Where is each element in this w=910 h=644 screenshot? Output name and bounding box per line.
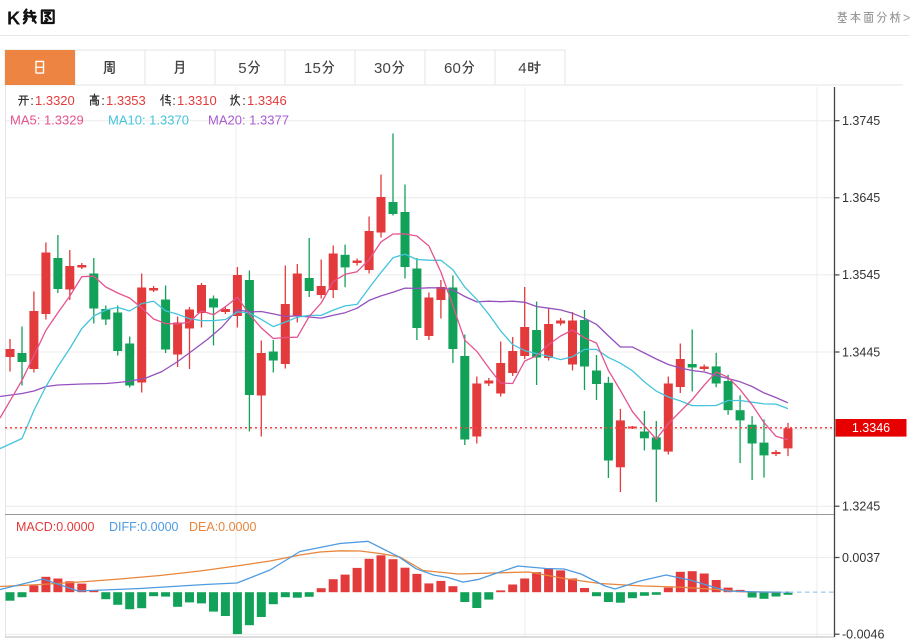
svg-text:1.3346: 1.3346: [852, 421, 890, 435]
svg-text:MA5: 1.3329: MA5: 1.3329: [10, 113, 84, 128]
svg-text:5: 5: [313, 60, 321, 77]
svg-text:1.3745: 1.3745: [842, 114, 880, 128]
svg-text:1.3346: 1.3346: [247, 93, 287, 108]
svg-text:MACD:0.0000: MACD:0.0000: [16, 520, 95, 534]
svg-text:1.3445: 1.3445: [842, 345, 880, 359]
svg-text::: :: [172, 93, 176, 108]
svg-text:>: >: [903, 11, 910, 25]
svg-text:5: 5: [238, 60, 246, 77]
svg-text:6: 6: [444, 60, 452, 77]
svg-text:1.3353: 1.3353: [106, 93, 146, 108]
svg-text:0: 0: [383, 60, 391, 77]
svg-text:0.0037: 0.0037: [842, 551, 880, 565]
svg-text:1.3310: 1.3310: [177, 93, 217, 108]
svg-text:DIFF:0.0000: DIFF:0.0000: [109, 520, 179, 534]
svg-text:1.3245: 1.3245: [842, 500, 880, 514]
svg-text:K: K: [7, 8, 21, 29]
svg-text:MA10: 1.3370: MA10: 1.3370: [108, 113, 189, 128]
svg-text:3: 3: [374, 60, 382, 77]
svg-text:1.3645: 1.3645: [842, 191, 880, 205]
svg-text:0: 0: [453, 60, 461, 77]
svg-text:4: 4: [518, 60, 526, 77]
svg-text:1.3545: 1.3545: [842, 268, 880, 282]
svg-text:-0.0046: -0.0046: [842, 628, 884, 642]
svg-text:1.3320: 1.3320: [35, 93, 75, 108]
svg-text:1: 1: [304, 60, 312, 77]
svg-text:MA20: 1.3377: MA20: 1.3377: [208, 113, 289, 128]
svg-text:DEA:0.0000: DEA:0.0000: [189, 520, 256, 534]
svg-text::: :: [242, 93, 246, 108]
svg-text::: :: [101, 93, 105, 108]
svg-text::: :: [30, 93, 34, 108]
